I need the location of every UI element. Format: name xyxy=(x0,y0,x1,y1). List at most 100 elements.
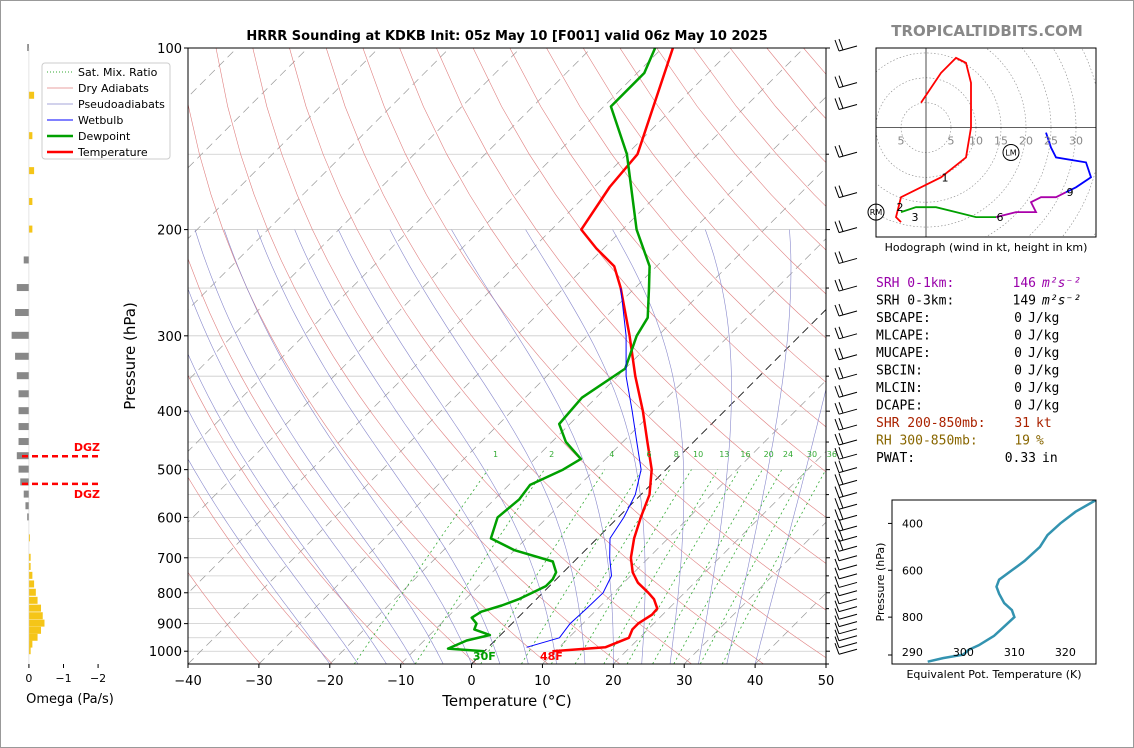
omega-bar xyxy=(18,390,29,398)
index-value: 0 xyxy=(1014,399,1022,414)
omega-bar xyxy=(28,612,43,620)
mixing-ratio-line xyxy=(673,469,783,664)
wind-barb-staff xyxy=(838,590,858,597)
omega-bar xyxy=(18,465,29,473)
dry-adiabat xyxy=(472,48,826,473)
wind-barb-staff xyxy=(838,555,858,562)
isotherm-line xyxy=(329,167,826,664)
omega-bar xyxy=(28,562,31,570)
x-tick-label: −20 xyxy=(316,674,343,689)
theta-e-y-axis-label: Pressure (hPa) xyxy=(874,543,887,622)
mixing-ratio-line xyxy=(521,469,643,664)
isotherm-line xyxy=(188,48,805,664)
dry-adiabat xyxy=(289,48,764,664)
skew-t-plot-area xyxy=(188,48,826,664)
pseudoadiabat xyxy=(188,408,359,664)
wind-barb-flag xyxy=(838,38,844,51)
legend-entry: Sat. Mix. Ratio xyxy=(78,66,158,79)
omega-bar xyxy=(15,352,29,360)
hodograph-ring-label: 5 xyxy=(948,135,955,148)
wind-barb-staff xyxy=(838,573,858,580)
skew-t-panel: 1 2 4 6 8 10 13 16 20 24 30 36100200300400500600700… xyxy=(41,42,837,710)
index-label: PWAT: xyxy=(876,451,915,466)
wind-barb-staff xyxy=(838,453,858,460)
x-tick-label: 40 xyxy=(747,674,764,689)
wind-barb-staff xyxy=(838,642,858,649)
index-value: 0 xyxy=(1014,311,1022,326)
series-dewpoint-line xyxy=(446,48,657,653)
wind-barb-flag xyxy=(838,303,844,316)
wind-barb-staff xyxy=(838,606,858,613)
theta-e-y-tick-label: 600 xyxy=(902,564,923,577)
theta-e-x-axis-label: Equivalent Pot. Temperature (K) xyxy=(906,668,1081,681)
omega-bar xyxy=(28,534,30,542)
wind-barb-flag xyxy=(838,518,844,531)
index-unit: m²s⁻² xyxy=(1041,276,1081,291)
wind-barb-staff xyxy=(838,333,858,340)
wind-barb-flag xyxy=(834,584,840,596)
omega-bar xyxy=(28,604,42,612)
wind-barb-flag xyxy=(834,279,840,292)
x-tick-label: 10 xyxy=(534,674,551,689)
pseudoadiabat xyxy=(525,229,646,664)
omega-bar xyxy=(28,197,33,205)
x-tick-label: −30 xyxy=(245,674,272,689)
pseudoadiabat xyxy=(294,229,529,664)
isotherm-line xyxy=(188,48,734,594)
chart-title: HRRR Sounding at KDKB Init: 05z May 10 [… xyxy=(246,29,767,44)
hodograph-caption: Hodograph (wind in kt, height in km) xyxy=(885,241,1088,254)
dry-adiabat xyxy=(362,48,826,611)
omega-bar xyxy=(18,407,29,415)
wind-barb-flag xyxy=(834,567,840,580)
mixing-ratio-line xyxy=(652,469,763,664)
wind-barb-flag xyxy=(838,385,844,397)
wind-barb-staff xyxy=(838,492,858,499)
omega-bar xyxy=(23,256,29,264)
wind-barb-flag xyxy=(834,530,840,542)
omega-bar xyxy=(23,490,29,498)
dry-adiabat xyxy=(252,48,692,664)
omega-bar xyxy=(16,372,29,380)
wind-barb-flag xyxy=(838,220,844,232)
omega-panel: 0 −1 −2 Omega (Pa/s) DGZ DGZ xyxy=(11,44,114,707)
x-tick-label: 20 xyxy=(605,674,622,689)
wind-barb-flag xyxy=(834,622,840,634)
pseudoadiabat xyxy=(389,229,586,664)
omega-x-tick-label: 0 xyxy=(25,672,32,685)
zero-isotherm-line xyxy=(471,308,826,664)
legend-entry: Wetbulb xyxy=(78,114,123,127)
wind-barb-staff xyxy=(838,354,858,361)
omega-bar xyxy=(28,91,35,99)
dry-adiabat xyxy=(188,257,477,664)
wind-barb-flag xyxy=(838,185,844,197)
series-temperature-line xyxy=(552,48,675,653)
pseudoadiabat xyxy=(612,229,685,664)
storm-motion-label: LM xyxy=(1005,148,1016,157)
wind-barb-flag xyxy=(834,576,840,588)
wind-barb-flag xyxy=(834,348,840,360)
omega-bar xyxy=(28,553,31,561)
indices-table: SRH 0-1km: 146 m²s⁻² SRH 0-3km: 149 m²s⁻² SBCA… xyxy=(876,276,1081,466)
wind-barb-staff xyxy=(838,310,858,317)
wind-barb-flag xyxy=(834,76,840,88)
isotherm-line xyxy=(400,238,826,664)
wind-barb-flag xyxy=(838,75,844,87)
wind-barb-flag xyxy=(834,509,840,521)
index-unit: in xyxy=(1042,451,1058,466)
index-label: SBCIN: xyxy=(876,364,923,379)
x-tick-label: 0 xyxy=(467,674,475,689)
y-tick-label: 400 xyxy=(157,405,182,420)
index-unit: J/kg xyxy=(1028,329,1059,344)
surface-temperature-label: 48F xyxy=(540,650,563,663)
wind-barb-flag xyxy=(834,461,840,473)
dry-adiabat xyxy=(546,48,826,383)
wind-barb-flag xyxy=(838,97,844,109)
theta-e-x-tick-label: 310 xyxy=(1004,646,1025,659)
wind-barb-staff xyxy=(838,545,858,552)
mixing-ratio-line xyxy=(626,469,740,664)
theta-e-y-tick-label: 800 xyxy=(902,611,923,624)
wind-barb-flag xyxy=(838,460,844,472)
dry-adiabat xyxy=(215,48,621,664)
index-label: DCAPE: xyxy=(876,399,923,414)
omega-bar xyxy=(18,438,29,446)
